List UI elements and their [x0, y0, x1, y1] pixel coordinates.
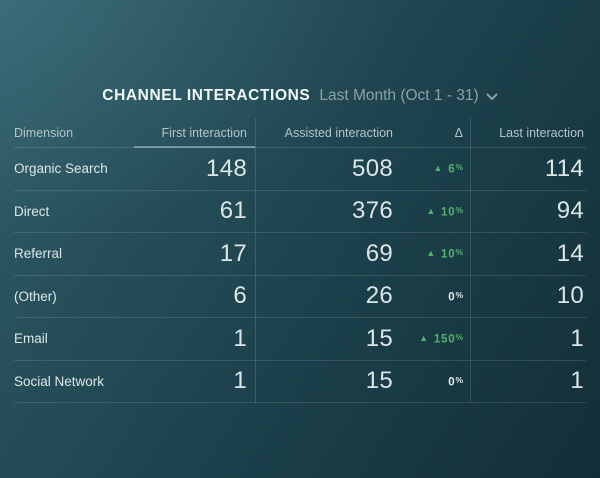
last-interaction-value: 14	[556, 239, 584, 267]
table-row: (Other) 6 26 0% 10	[14, 276, 586, 318]
assisted-interaction-value: 376	[352, 197, 393, 225]
table-row: Organic Search 148 508 ▲ 6% 114	[14, 148, 586, 191]
chevron-down-icon	[486, 93, 498, 101]
first-interaction-value: 1	[233, 324, 247, 352]
table-row: Referral 17 69 ▲ 10% 14	[14, 233, 586, 276]
column-header-first-interaction[interactable]: First interaction	[161, 125, 247, 140]
widget-header: CHANNEL INTERACTIONS Last Month (Oct 1 -…	[0, 84, 600, 108]
percent-sign: %	[455, 374, 463, 385]
dimension-label: (Other)	[14, 288, 57, 304]
trend-up-icon: ▲	[419, 333, 429, 344]
assisted-interaction-value: 15	[365, 367, 393, 395]
trend-up-icon: ▲	[433, 163, 444, 174]
column-header-delta[interactable]: Δ	[454, 125, 463, 140]
last-interaction-value: 1	[570, 367, 584, 395]
widget-title: CHANNEL INTERACTIONS	[102, 87, 311, 104]
column-header-dimension[interactable]: Dimension	[14, 125, 74, 140]
date-range-label: Last Month (Oct 1 - 31)	[319, 87, 479, 104]
trend-up-icon: ▲	[426, 205, 437, 216]
first-interaction-value: 61	[219, 197, 247, 225]
first-interaction-value: 6	[233, 282, 247, 310]
assisted-interaction-value: 69	[365, 239, 393, 267]
delta-value: ▲ 10%	[426, 247, 463, 261]
percent-sign: %	[455, 204, 463, 215]
first-interaction-value: 17	[219, 239, 247, 267]
last-interaction-value: 114	[544, 154, 584, 182]
table-header-row: Dimension First interaction Assisted int…	[14, 118, 586, 148]
channel-interactions-table: Dimension First interaction Assisted int…	[14, 118, 586, 403]
assisted-interaction-value: 15	[365, 324, 393, 352]
delta-value: ▲ 10%	[426, 204, 463, 219]
column-header-last-interaction[interactable]: Last interaction	[499, 125, 584, 140]
trend-up-icon: ▲	[426, 248, 437, 259]
delta-value: 0%	[448, 374, 463, 389]
column-divider	[255, 118, 256, 403]
column-header-assisted-interaction[interactable]: Assisted interaction	[284, 125, 393, 140]
delta-value: 0%	[448, 289, 463, 304]
assisted-interaction-value: 26	[365, 282, 393, 310]
last-interaction-value: 94	[556, 197, 584, 225]
delta-value: ▲ 6%	[433, 162, 463, 176]
percent-sign: %	[455, 332, 463, 342]
percent-sign: %	[455, 162, 463, 172]
dimension-label: Social Network	[14, 373, 105, 389]
column-divider	[470, 118, 471, 403]
dimension-label: Organic Search	[14, 161, 108, 177]
last-interaction-value: 1	[570, 324, 584, 352]
dimension-label: Email	[14, 331, 48, 347]
percent-sign: %	[455, 289, 463, 300]
table-row: Email 1 15 ▲ 150% 1	[14, 318, 586, 361]
dimension-label: Direct	[14, 203, 50, 219]
delta-value: ▲ 150%	[419, 332, 463, 346]
table-row: Direct 61 376 ▲ 10% 94	[14, 191, 586, 233]
last-interaction-value: 10	[556, 282, 584, 310]
first-interaction-value: 1	[233, 367, 247, 395]
date-range-selector[interactable]: Last Month (Oct 1 - 31)	[319, 87, 498, 105]
dimension-label: Referral	[14, 246, 63, 262]
sorted-column-underline	[134, 146, 255, 148]
assisted-interaction-value: 508	[352, 154, 393, 182]
first-interaction-value: 148	[206, 154, 247, 182]
table-row: Social Network 1 15 0% 1	[14, 361, 586, 403]
percent-sign: %	[455, 247, 463, 257]
